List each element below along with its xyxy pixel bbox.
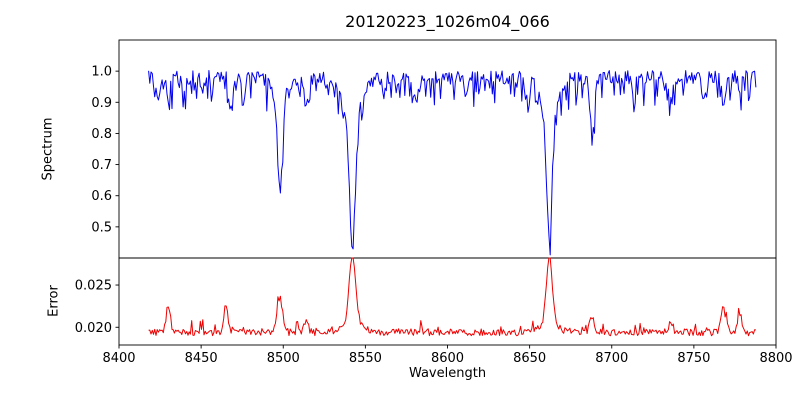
spectrum-y-tick-label: 0.9 bbox=[91, 96, 112, 111]
spectrum-y-axis-label: Spectrum bbox=[40, 117, 56, 181]
spectrum-line bbox=[148, 70, 757, 256]
error-y-tick-label: 0.020 bbox=[75, 321, 112, 336]
error-y-axis-label: Error bbox=[46, 285, 62, 317]
x-tick-label: 8650 bbox=[513, 351, 546, 366]
x-tick-label: 8450 bbox=[185, 351, 218, 366]
x-axis-label: Wavelength bbox=[408, 366, 487, 381]
spectrum-y-tick-label: 0.7 bbox=[91, 158, 112, 173]
x-tick-label: 8700 bbox=[595, 351, 628, 366]
x-tick-label: 8800 bbox=[759, 351, 792, 366]
spectrum-y-tick-label: 0.8 bbox=[91, 127, 112, 142]
spectrum-y-tick-label: 0.5 bbox=[91, 220, 112, 235]
error-line bbox=[148, 257, 757, 337]
x-tick-label: 8600 bbox=[431, 351, 464, 366]
spectrum-y-tick-label: 1.0 bbox=[91, 65, 112, 80]
chart-title: 20120223_1026m04_066 bbox=[345, 12, 550, 31]
error-y-tick-label: 0.025 bbox=[75, 279, 112, 294]
x-tick-label: 8750 bbox=[677, 351, 710, 366]
x-tick-label: 8400 bbox=[102, 351, 135, 366]
x-tick-label: 8550 bbox=[349, 351, 382, 366]
x-tick-label: 8500 bbox=[267, 351, 300, 366]
spectrum-y-tick-label: 0.6 bbox=[91, 189, 112, 204]
